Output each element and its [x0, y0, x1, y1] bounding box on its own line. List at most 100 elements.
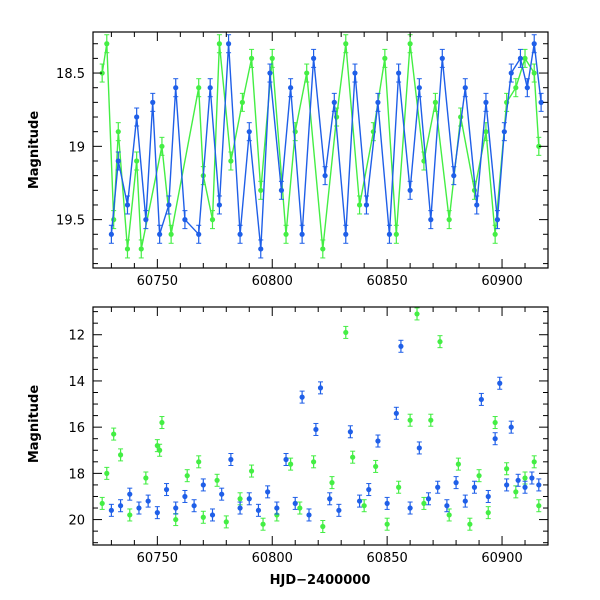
- x-tick-label: 60850: [366, 551, 407, 566]
- data-point: [492, 436, 498, 442]
- bottom-panel: Magnitude HJD−2400000 60750 60800 60850 609…: [27, 306, 549, 588]
- data-point: [150, 99, 156, 105]
- data-point: [414, 311, 420, 317]
- data-point: [428, 217, 434, 223]
- y-tick-label: 12: [68, 329, 85, 344]
- y-tick-label: 18.5: [56, 67, 85, 82]
- data-point: [166, 202, 172, 208]
- data-point: [393, 410, 399, 416]
- data-point: [352, 70, 358, 76]
- data-point: [196, 85, 202, 91]
- data-point: [336, 507, 342, 513]
- data-point: [248, 55, 255, 61]
- data-point: [134, 158, 140, 164]
- data-point: [343, 41, 349, 47]
- x-tick-label: 60850: [366, 274, 407, 289]
- data-point: [508, 70, 514, 76]
- data-point: [437, 339, 443, 345]
- data-point: [531, 459, 537, 465]
- data-point: [124, 202, 131, 208]
- data-point: [216, 202, 222, 208]
- data-point: [513, 85, 519, 91]
- data-point: [361, 503, 367, 509]
- data-point: [462, 85, 468, 91]
- data-point: [504, 466, 510, 472]
- data-point: [384, 500, 390, 507]
- data-point: [258, 246, 264, 252]
- data-point: [375, 438, 381, 444]
- data-point: [343, 329, 349, 336]
- data-point: [366, 486, 372, 493]
- data-point: [182, 217, 188, 223]
- data-point: [363, 202, 370, 208]
- data-point: [531, 41, 537, 47]
- y-tick-label: 18: [68, 467, 85, 482]
- data-point: [248, 468, 255, 474]
- data-point: [237, 496, 243, 502]
- series-1: [108, 339, 542, 522]
- data-point: [124, 246, 131, 252]
- data-point: [421, 500, 427, 507]
- data-point: [373, 463, 379, 470]
- data-point: [200, 482, 206, 488]
- data-point: [115, 158, 121, 164]
- data-point: [115, 129, 121, 135]
- series-line: [101, 43, 540, 250]
- data-point: [214, 477, 220, 483]
- data-point: [350, 454, 356, 460]
- data-point: [159, 143, 165, 149]
- data-point: [292, 500, 298, 507]
- data-point: [513, 489, 519, 495]
- data-point: [478, 396, 484, 403]
- data-point: [200, 514, 206, 520]
- data-point: [136, 505, 142, 511]
- data-point: [439, 55, 445, 61]
- data-point: [425, 496, 432, 502]
- data-point: [455, 461, 461, 467]
- data-point: [237, 505, 243, 511]
- data-point: [407, 505, 413, 511]
- data-point: [104, 41, 110, 47]
- y-tick-label: 19.5: [56, 214, 85, 229]
- data-point: [173, 516, 179, 523]
- data-point: [207, 85, 213, 91]
- data-point: [536, 503, 542, 509]
- data-point: [196, 231, 202, 237]
- data-point: [246, 496, 252, 502]
- data-point: [467, 521, 473, 527]
- data-point: [258, 187, 264, 193]
- data-point: [485, 493, 491, 500]
- data-point: [99, 500, 105, 507]
- data-point: [168, 231, 174, 237]
- data-point: [501, 129, 507, 135]
- data-point: [322, 173, 328, 179]
- data-point: [196, 459, 202, 465]
- bottom-y-axis-title: Magnitude: [27, 385, 42, 464]
- data-point: [347, 429, 353, 435]
- data-point: [311, 55, 317, 61]
- data-point: [446, 217, 452, 223]
- data-point: [117, 503, 124, 509]
- data-point: [515, 477, 521, 483]
- data-point: [288, 461, 294, 467]
- data-point: [157, 231, 163, 237]
- x-tick-label: 60900: [481, 274, 522, 289]
- data-point: [191, 503, 197, 509]
- data-point: [485, 510, 491, 516]
- data-point: [283, 456, 289, 463]
- series-1: [108, 34, 544, 259]
- data-point: [278, 187, 285, 193]
- data-point: [416, 445, 422, 451]
- data-point: [474, 202, 480, 208]
- y-tick-label: 14: [68, 375, 85, 390]
- data-point: [255, 507, 262, 513]
- data-point: [182, 493, 188, 500]
- data-point: [143, 217, 149, 223]
- data-point: [451, 173, 457, 179]
- data-point: [320, 523, 326, 530]
- data-point: [396, 70, 402, 76]
- data-point: [483, 129, 489, 135]
- data-point: [111, 217, 117, 223]
- x-tick-label: 60750: [137, 551, 178, 566]
